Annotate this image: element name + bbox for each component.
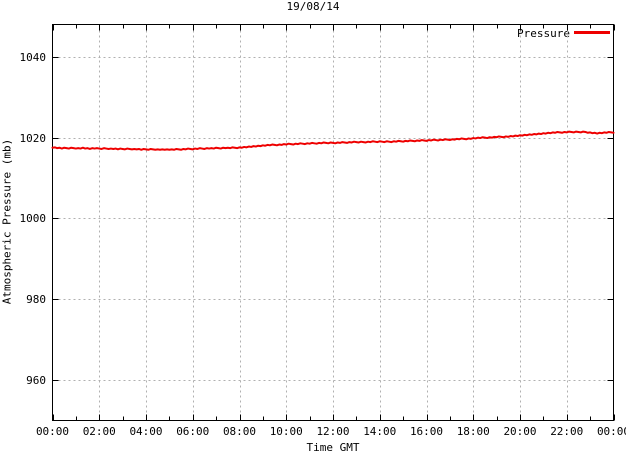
x-tick-label: 10:00: [269, 425, 303, 438]
gridlines: [53, 25, 614, 421]
x-tick-label: 12:00: [316, 425, 350, 438]
x-tick-label: 22:00: [550, 425, 584, 438]
x-tick-label: 02:00: [82, 425, 116, 438]
x-tick-label: 18:00: [456, 425, 490, 438]
legend-entry-pressure: Pressure: [517, 27, 570, 40]
x-tick-label: 20:00: [503, 425, 537, 438]
x-tick-label: 04:00: [129, 425, 163, 438]
x-tick-label: 16:00: [409, 425, 444, 438]
x-tick-label: 14:00: [363, 425, 397, 438]
axis-ticks: [52, 24, 615, 421]
y-tick-label: 1040: [19, 50, 47, 64]
x-tick-label: 00:00: [35, 425, 70, 438]
x-tick-label: 00:00: [596, 425, 626, 438]
pressure-series-line: [51, 130, 615, 151]
y-tick-label: 960: [26, 374, 46, 388]
x-tick-label: 08:00: [222, 425, 257, 438]
x-axis-title: Time GMT: [306, 441, 360, 454]
y-tick-label: 1020: [19, 131, 47, 145]
chart-title: 19/08/14: [286, 0, 340, 13]
plot-frame: [52, 24, 614, 421]
y-tick-label: 980: [26, 293, 46, 307]
y-tick-label: 1000: [19, 212, 47, 226]
x-tick-label: 06:00: [176, 425, 210, 438]
